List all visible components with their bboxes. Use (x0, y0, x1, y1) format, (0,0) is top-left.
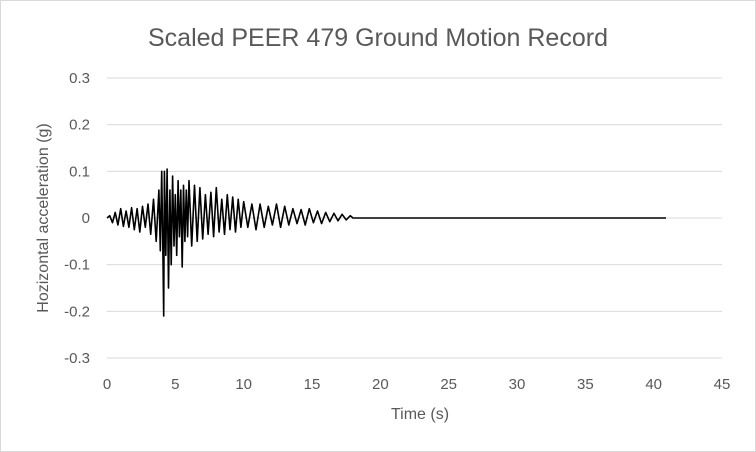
x-tick-label: 0 (103, 376, 111, 393)
chart-title: Scaled PEER 479 Ground Motion Record (148, 24, 608, 52)
series-group (106, 168, 666, 317)
y-axis-ticks: 0.3 0.2 0.1 0 -0.1 -0.2 -0.3 (64, 70, 90, 367)
series-line (106, 168, 666, 317)
x-tick-label: 35 (577, 376, 594, 393)
y-tick-label: 0.1 (69, 163, 90, 180)
x-tick-label: 20 (372, 376, 389, 393)
y-tick-label: -0.2 (64, 303, 90, 320)
x-tick-label: 5 (171, 376, 179, 393)
x-tick-label: 45 (714, 376, 731, 393)
x-tick-label: 30 (509, 376, 526, 393)
x-tick-label: 25 (440, 376, 457, 393)
y-tick-label: 0.3 (69, 70, 90, 87)
x-tick-label: 40 (645, 376, 662, 393)
y-tick-label: -0.1 (64, 257, 90, 274)
grid-lines (107, 77, 722, 359)
x-axis-ticks: 0 5 10 15 20 25 30 35 40 45 (103, 376, 731, 393)
y-tick-label: -0.3 (64, 350, 90, 367)
y-tick-label: 0.2 (69, 117, 90, 134)
x-axis-label: Time (s) (391, 406, 449, 423)
x-tick-label: 15 (304, 376, 321, 393)
y-tick-label: 0 (82, 210, 90, 227)
x-tick-label: 10 (235, 376, 252, 393)
y-axis-label: Hozizontal acceleration (g) (35, 123, 52, 312)
